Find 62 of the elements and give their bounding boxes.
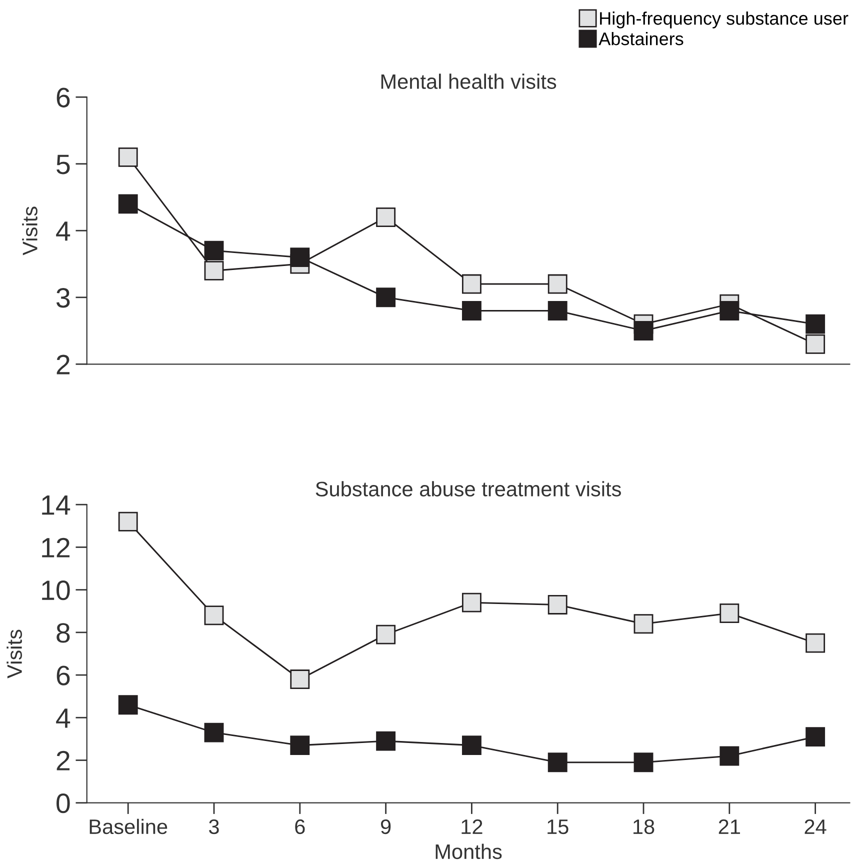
- point: [548, 274, 568, 294]
- point: [204, 722, 224, 742]
- point: [548, 752, 568, 772]
- point: [118, 147, 138, 167]
- point: [290, 670, 310, 690]
- y-tick-label: 4: [56, 222, 70, 241]
- y-tick-label: 14: [42, 496, 70, 515]
- x-tick-label: 15: [548, 820, 568, 834]
- y-tick-label: 8: [56, 623, 70, 643]
- point: [548, 301, 568, 320]
- point: [462, 592, 482, 612]
- point: [204, 606, 224, 626]
- point: [720, 301, 740, 320]
- x-tick-label: Baseline: [90, 818, 168, 834]
- y-tick-label: 6: [56, 666, 70, 686]
- chart-title: Substance abuse treatment visits: [316, 481, 621, 496]
- point: [634, 614, 654, 634]
- point: [204, 240, 224, 260]
- point: [720, 746, 740, 766]
- y-tick-label: 5: [56, 154, 70, 174]
- x-tick-label: 24: [804, 819, 826, 834]
- x-tick-label: 12: [462, 819, 482, 834]
- point: [806, 334, 826, 354]
- x-tick-label: 18: [634, 819, 654, 834]
- point: [376, 288, 396, 308]
- point: [118, 512, 138, 532]
- point: [462, 736, 482, 756]
- point: [118, 695, 138, 715]
- x-tick-label: 9: [380, 819, 391, 834]
- y-tick-label: 0: [56, 794, 70, 814]
- legend-label: Abstainers: [598, 32, 684, 46]
- point: [548, 594, 568, 614]
- x-tick-label: 3: [209, 819, 219, 834]
- y-tick-label: 2: [56, 750, 70, 770]
- point: [634, 752, 654, 772]
- y-tick-label: 12: [42, 538, 70, 558]
- point: [290, 736, 310, 756]
- point: [118, 194, 138, 214]
- point: [806, 633, 826, 653]
- point: [634, 321, 654, 340]
- y-tick-label: 6: [56, 88, 70, 108]
- point: [806, 727, 826, 747]
- point: [204, 260, 224, 280]
- y-axis-title: Visits: [22, 206, 38, 256]
- point: [806, 314, 826, 334]
- y-tick-label: 4: [56, 708, 70, 728]
- x-tick-label: 6: [295, 819, 305, 834]
- legend-label: High-frequency substance user: [600, 12, 848, 28]
- x-axis-title: Months: [436, 844, 502, 860]
- point: [376, 208, 396, 227]
- y-tick-label: 3: [56, 288, 70, 308]
- point: [376, 624, 396, 644]
- x-tick-label: 21: [718, 819, 740, 834]
- y-tick-label: 10: [42, 580, 70, 600]
- point: [462, 301, 482, 320]
- y-axis-title: Visits: [6, 630, 22, 678]
- point: [720, 604, 740, 623]
- y-tick-label: 2: [56, 354, 70, 374]
- point: [462, 274, 482, 294]
- point: [376, 731, 396, 751]
- point: [290, 248, 310, 268]
- chart-title: Mental health visits: [381, 74, 556, 89]
